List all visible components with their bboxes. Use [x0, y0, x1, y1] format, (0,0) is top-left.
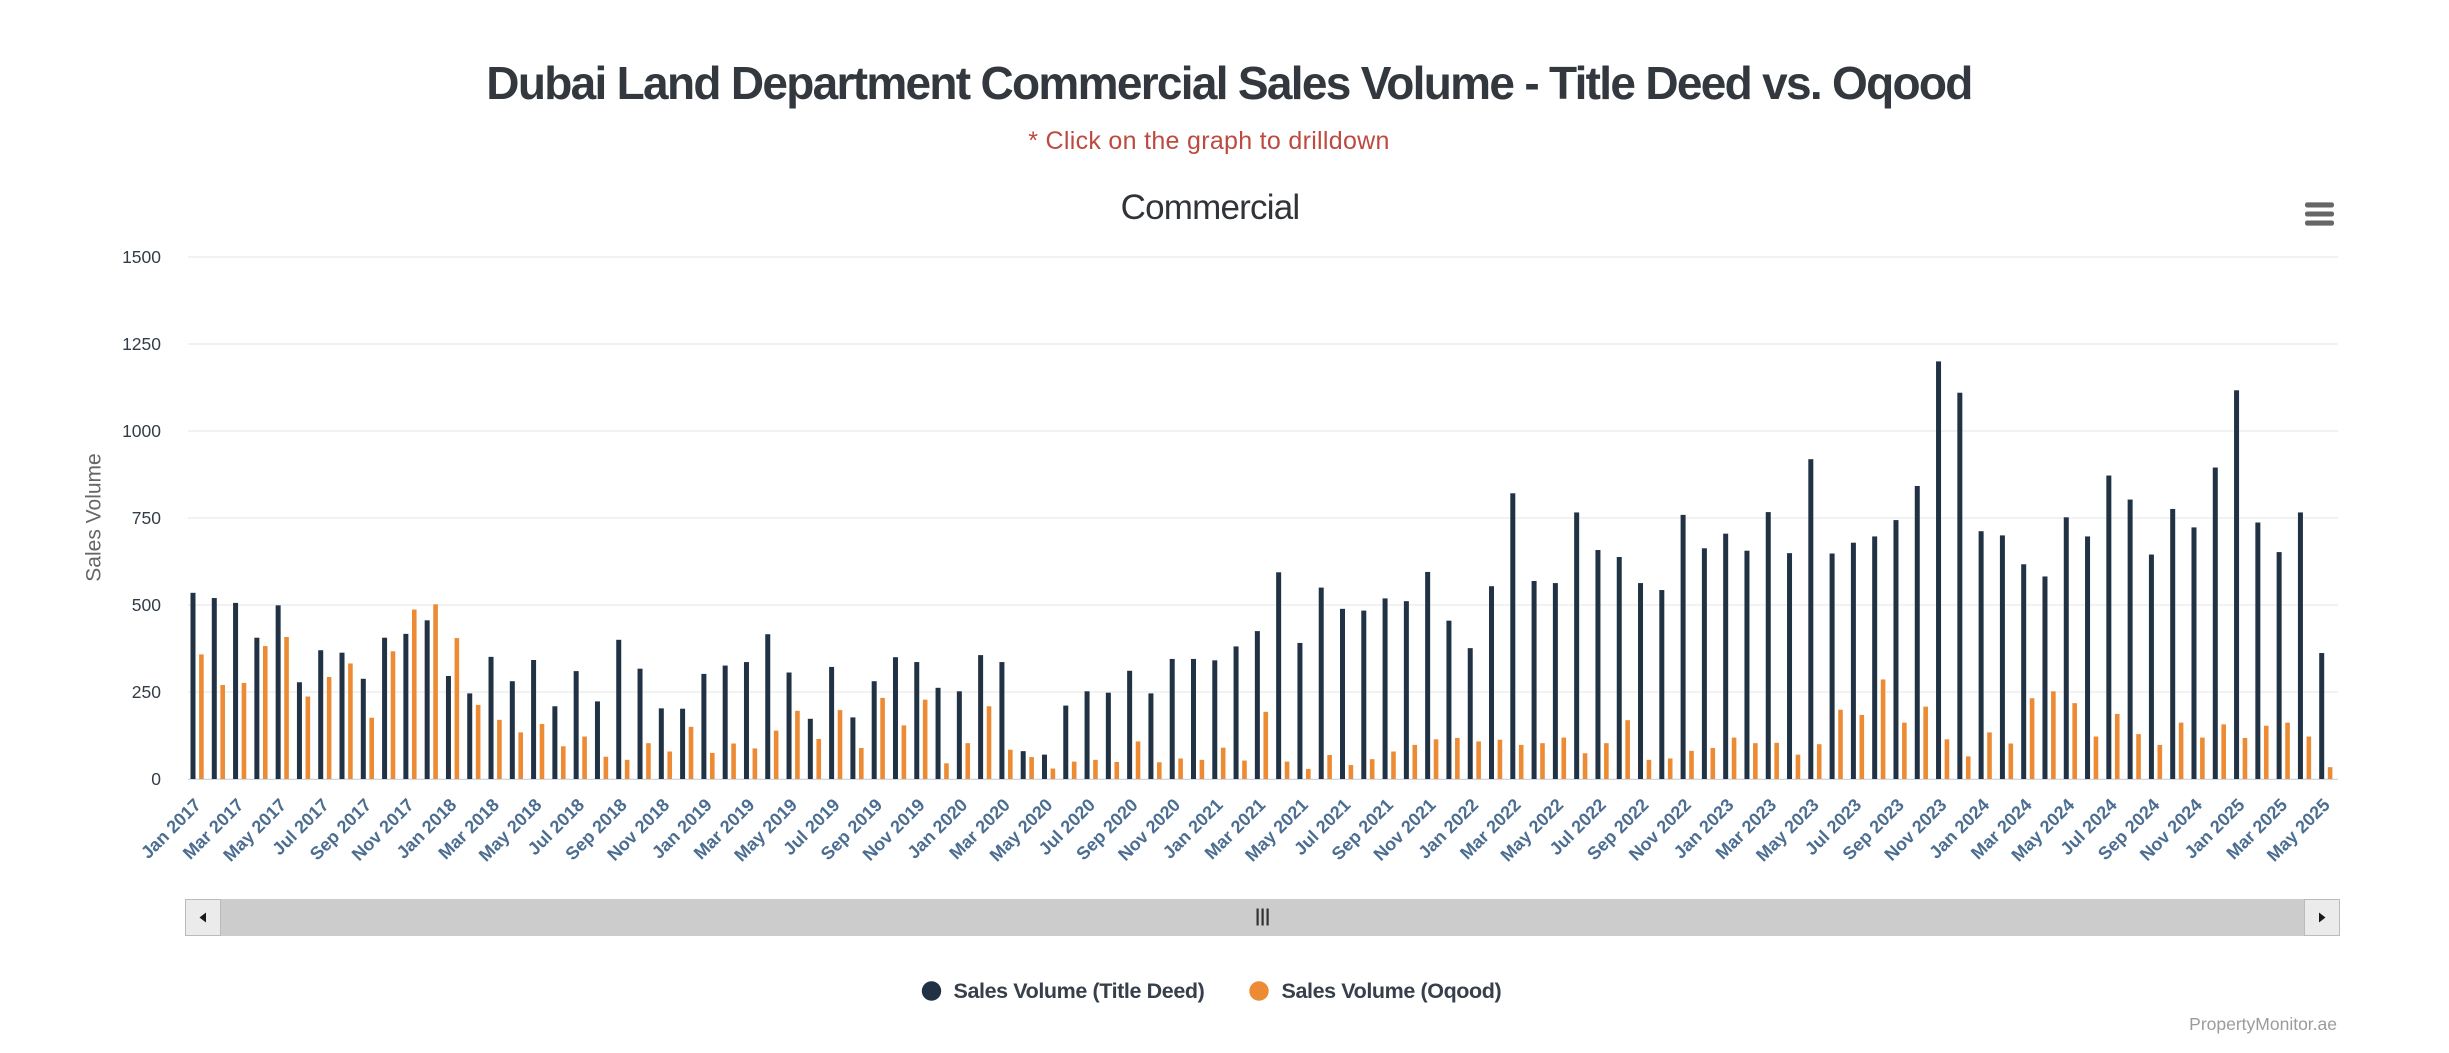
svg-text:500: 500 — [132, 595, 161, 615]
svg-text:1000: 1000 — [122, 421, 161, 441]
svg-text:1500: 1500 — [122, 247, 161, 267]
svg-text:1250: 1250 — [122, 334, 161, 354]
svg-text:Dubai Land Department Commerci: Dubai Land Department Commercial Sales V… — [486, 57, 1971, 109]
svg-text:250: 250 — [132, 682, 161, 702]
svg-text:0: 0 — [151, 769, 161, 789]
svg-text:Sales Volume (Title Deed): Sales Volume (Title Deed) — [954, 979, 1205, 1003]
svg-text:750: 750 — [132, 508, 161, 528]
svg-text:Commercial: Commercial — [1121, 188, 1300, 227]
svg-text:PropertyMonitor.ae: PropertyMonitor.ae — [2189, 1014, 2337, 1034]
svg-text:Sales Volume (Oqood): Sales Volume (Oqood) — [1282, 979, 1502, 1003]
svg-text:Sales Volume: Sales Volume — [83, 453, 106, 581]
svg-text:* Click on the graph to drilld: * Click on the graph to drilldown — [1028, 127, 1389, 155]
